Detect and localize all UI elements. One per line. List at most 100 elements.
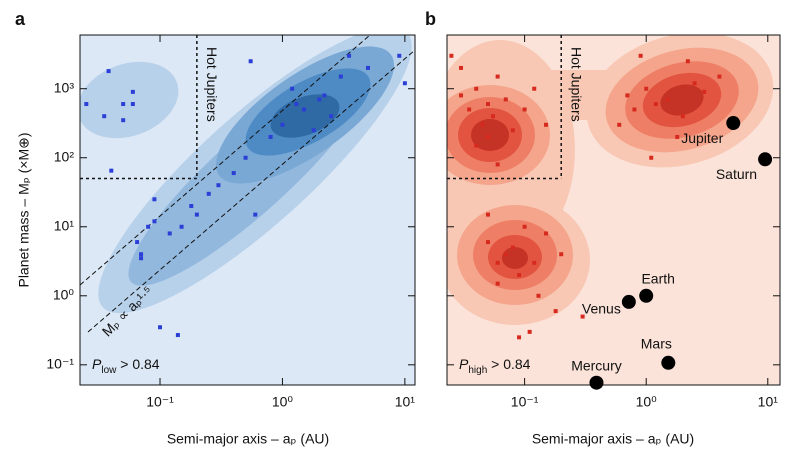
data-point — [580, 314, 585, 319]
data-point — [109, 168, 114, 173]
hot-jupiter-label: Hot Jupiters — [204, 47, 220, 122]
data-point — [189, 203, 194, 208]
density-contours — [80, 35, 415, 333]
data-point — [167, 231, 172, 236]
data-point — [680, 114, 685, 119]
data-point — [510, 245, 515, 250]
probability-label-part: > 0.84 — [116, 356, 159, 372]
data-point — [474, 86, 479, 91]
data-point — [632, 107, 637, 112]
data-point — [194, 212, 199, 217]
data-point — [459, 93, 464, 98]
data-point — [139, 256, 144, 261]
planet — [621, 294, 636, 309]
x-axis-label: Semi-major axis – aₚ (AU) — [167, 431, 329, 447]
hot-jupiter-label: Hot Jupiters — [569, 47, 585, 122]
y-tick-label: 10⁻¹ — [46, 356, 74, 372]
data-point — [402, 81, 407, 86]
panel-frame — [79, 34, 416, 386]
data-point — [130, 102, 135, 107]
data-point — [491, 114, 496, 119]
data-point — [617, 122, 622, 127]
planet — [639, 288, 654, 303]
data-point — [302, 107, 307, 112]
data-point — [216, 183, 221, 188]
data-point — [467, 107, 472, 112]
data-point — [106, 69, 111, 74]
probability-label-part: P — [92, 356, 102, 372]
y-tick-label: 10¹ — [54, 217, 75, 233]
data-point — [146, 224, 151, 229]
probability-label-part: > 0.84 — [487, 356, 530, 372]
data-point — [280, 122, 285, 127]
y-tick-label: 10⁰ — [53, 286, 75, 302]
data-point — [175, 333, 180, 338]
planet-label: Mercury — [571, 357, 622, 373]
data-point — [510, 128, 515, 133]
data-point — [544, 231, 549, 236]
planet-label: Jupiter — [681, 130, 723, 146]
data-point — [311, 128, 316, 133]
data-point — [243, 155, 248, 160]
data-point — [544, 122, 549, 127]
data-point — [486, 134, 491, 139]
data-point — [158, 325, 163, 330]
data-point — [503, 252, 508, 257]
data-point — [152, 197, 157, 202]
data-point — [653, 102, 658, 107]
data-point — [644, 86, 649, 91]
probability-label: Phigh > 0.84 — [459, 356, 531, 376]
y-axis-label: Planet mass – Mₚ (×M⊕) — [16, 132, 32, 287]
data-point — [248, 59, 253, 64]
data-point — [702, 89, 707, 94]
planet-label: Earth — [641, 270, 674, 286]
data-point — [532, 86, 537, 91]
data-point — [294, 102, 299, 107]
data-point — [495, 162, 500, 167]
data-point — [486, 240, 491, 245]
y-tick-label: 10² — [54, 148, 75, 164]
data-point — [486, 102, 491, 107]
data-point — [522, 224, 527, 229]
x-tick-label: 10¹ — [395, 394, 416, 410]
data-point — [268, 134, 273, 139]
panel-frame — [446, 34, 781, 386]
data-point — [121, 102, 126, 107]
planet-label: Saturn — [716, 166, 757, 182]
data-point — [625, 93, 630, 98]
data-point — [449, 53, 454, 58]
data-point — [536, 293, 541, 298]
data-point — [638, 53, 643, 58]
data-point — [486, 212, 491, 217]
data-point — [692, 81, 697, 86]
x-tick-label: 10⁻¹ — [511, 394, 539, 410]
panel-label: b — [425, 9, 436, 29]
planet — [661, 355, 676, 370]
x-tick-label: 10⁻¹ — [146, 394, 174, 410]
data-point — [253, 212, 258, 217]
data-point — [135, 240, 140, 245]
data-point — [397, 53, 402, 58]
data-point — [495, 281, 500, 286]
data-point — [517, 273, 522, 278]
data-point — [675, 134, 680, 139]
data-point — [102, 114, 107, 119]
density-contours — [447, 35, 774, 325]
data-point — [495, 74, 500, 79]
data-point — [152, 219, 157, 224]
data-point — [459, 65, 464, 70]
probability-label-part: low — [101, 365, 117, 376]
probability-label-part: high — [468, 365, 487, 376]
data-point — [665, 97, 670, 102]
panel-label: a — [15, 9, 26, 29]
data-point — [84, 102, 89, 107]
data-point — [121, 118, 126, 123]
data-point — [527, 329, 532, 334]
data-point — [290, 86, 295, 91]
data-point — [685, 59, 690, 64]
data-point — [559, 252, 564, 257]
data-point — [130, 89, 135, 94]
planet — [726, 116, 741, 131]
data-point — [322, 93, 327, 98]
data-point — [139, 252, 144, 257]
